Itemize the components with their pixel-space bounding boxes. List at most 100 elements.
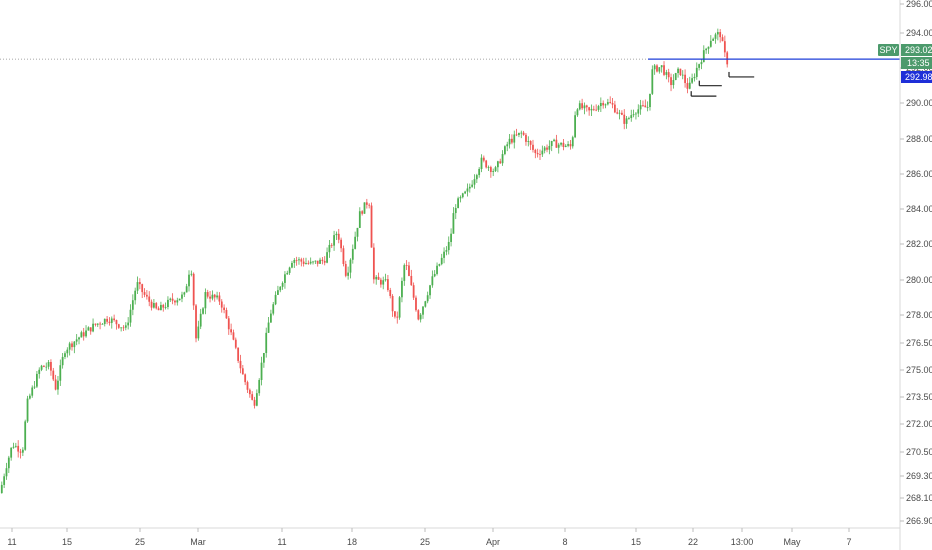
time-axis[interactable]: 11 15 25 Mar 11 18 25 Apr 8 15 22 13:00 May 7 bbox=[7, 528, 852, 547]
candle-body bbox=[75, 339, 78, 342]
candle-body bbox=[255, 393, 258, 406]
x-tick-label: 15 bbox=[62, 537, 72, 547]
candle-body bbox=[183, 292, 186, 295]
candle-body bbox=[155, 303, 158, 309]
y-tick-label: 266.90 bbox=[906, 516, 932, 526]
candle-body bbox=[471, 184, 474, 187]
candle-body bbox=[108, 321, 111, 323]
candle-body bbox=[363, 202, 366, 214]
candle-body bbox=[169, 298, 172, 300]
candle-body bbox=[113, 318, 116, 321]
x-tick-label: 25 bbox=[420, 537, 430, 547]
candle-body bbox=[592, 108, 595, 110]
candle-body bbox=[270, 313, 272, 323]
candle-body bbox=[707, 46, 710, 49]
candle-body bbox=[403, 265, 406, 281]
candle-body bbox=[141, 284, 144, 293]
candle-body bbox=[452, 213, 455, 234]
candle-body bbox=[66, 349, 69, 354]
candle-body bbox=[244, 374, 247, 383]
candle-body bbox=[370, 205, 373, 248]
candle-body bbox=[122, 327, 125, 329]
candle-body bbox=[482, 157, 485, 161]
candle-body bbox=[312, 261, 314, 263]
candle-body bbox=[237, 347, 240, 361]
candle-body bbox=[529, 141, 532, 145]
y-tick-label: 280.00 bbox=[906, 275, 932, 285]
candle-body bbox=[309, 261, 312, 264]
candle-body bbox=[433, 273, 436, 277]
candle-body bbox=[375, 276, 378, 280]
candle-body bbox=[115, 320, 118, 325]
candle-body bbox=[230, 329, 233, 333]
candle-body bbox=[73, 341, 76, 348]
candle-body bbox=[354, 236, 357, 249]
candle-body bbox=[43, 365, 45, 367]
candle-body bbox=[333, 235, 335, 246]
candle-body bbox=[606, 102, 609, 105]
candle-body bbox=[288, 267, 291, 273]
candle-body bbox=[419, 314, 422, 320]
candle-body bbox=[408, 265, 410, 276]
candle-body bbox=[52, 370, 55, 380]
candle-body bbox=[405, 265, 408, 266]
level-price-tag bbox=[901, 71, 932, 83]
candle-body bbox=[492, 171, 495, 173]
candle-body bbox=[188, 274, 190, 287]
candle-body bbox=[54, 379, 57, 390]
candle-body bbox=[314, 260, 317, 262]
candle-body bbox=[639, 105, 642, 110]
candle-body bbox=[218, 295, 221, 302]
candle-body bbox=[50, 361, 52, 371]
y-tick-label: 270.50 bbox=[906, 447, 932, 457]
candle-body bbox=[436, 265, 438, 274]
candle-body bbox=[583, 105, 586, 109]
candle-body bbox=[377, 276, 380, 280]
candle-body bbox=[585, 105, 588, 108]
candle-body bbox=[286, 272, 289, 275]
candle-body bbox=[384, 279, 387, 281]
y-tick-label: 286.00 bbox=[906, 169, 932, 179]
candle-body bbox=[246, 382, 249, 390]
candle-body bbox=[691, 78, 693, 83]
price-tags: SPY 293.02 13:35 292.98 bbox=[878, 44, 932, 83]
candle-body bbox=[515, 134, 518, 136]
y-tick-label: 284.00 bbox=[906, 204, 932, 214]
candle-body bbox=[349, 259, 352, 273]
candle-body bbox=[365, 202, 368, 205]
candle-body bbox=[670, 77, 672, 86]
candle-body bbox=[164, 307, 167, 308]
candle-body bbox=[28, 395, 31, 399]
candle-body bbox=[616, 112, 619, 114]
y-tick-label: 273.50 bbox=[906, 392, 932, 402]
candle-body bbox=[663, 65, 665, 75]
y-tick-label: 278.00 bbox=[906, 310, 932, 320]
candle-body bbox=[569, 144, 572, 147]
candle-body bbox=[464, 191, 467, 194]
candle-body bbox=[695, 67, 698, 77]
candle-body bbox=[667, 72, 670, 78]
candle-body bbox=[251, 394, 254, 400]
y-tick-label: 294.00 bbox=[906, 28, 932, 38]
candle-body bbox=[466, 188, 469, 192]
candle-body bbox=[557, 144, 560, 148]
last-price-tag bbox=[901, 44, 932, 56]
candle-body bbox=[688, 82, 691, 89]
candle-body bbox=[677, 68, 679, 74]
candle-body bbox=[17, 445, 20, 452]
candle-body bbox=[110, 318, 113, 323]
x-tick-label: Mar bbox=[190, 537, 206, 547]
candle-body bbox=[714, 34, 717, 39]
candle-body bbox=[176, 300, 179, 303]
candle-body bbox=[398, 297, 401, 318]
y-tick-label: 268.10 bbox=[906, 493, 932, 503]
candle-body bbox=[131, 300, 134, 310]
candle-body bbox=[686, 83, 689, 89]
candle-body bbox=[150, 301, 153, 308]
candle-body bbox=[599, 102, 602, 107]
candle-body bbox=[120, 327, 123, 329]
candle-body bbox=[319, 259, 321, 264]
candle-body bbox=[197, 326, 200, 339]
candle-body bbox=[223, 307, 225, 310]
